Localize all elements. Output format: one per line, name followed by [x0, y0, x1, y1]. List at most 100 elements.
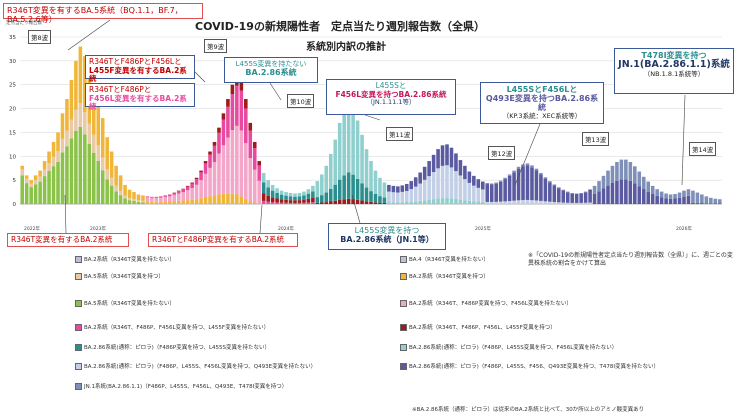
bar-segment	[476, 187, 481, 202]
bar-segment	[56, 151, 60, 162]
bar-segment	[355, 178, 360, 200]
bar-stack	[467, 171, 472, 204]
bar-segment	[637, 186, 642, 204]
bar-segment	[230, 130, 235, 194]
bar-segment	[324, 192, 329, 203]
bar-stack	[364, 149, 369, 204]
bar-segment	[42, 169, 47, 177]
bar-segment	[324, 202, 329, 204]
bar-segment	[203, 173, 208, 198]
bar-segment	[583, 202, 588, 204]
bar-segment	[208, 151, 212, 155]
bar-segment	[24, 178, 29, 184]
legend-label: BA.5系統（R346T変異を持たない）	[84, 301, 175, 307]
bar-segment	[105, 137, 109, 170]
bar-stack	[646, 181, 651, 204]
bar-segment	[633, 183, 637, 204]
bar-stack	[673, 193, 677, 204]
bar-segment	[422, 179, 427, 201]
callout-pointer	[67, 19, 111, 51]
bar-stack	[561, 189, 566, 204]
bar-segment	[400, 185, 405, 192]
bar-stack	[284, 192, 288, 204]
bar-segment	[422, 200, 427, 204]
bar-segment	[163, 196, 168, 202]
bar-segment	[507, 201, 512, 204]
bar-segment	[387, 191, 391, 203]
bar-segment	[337, 179, 342, 200]
bar-stack	[60, 113, 65, 204]
y-tick-label: 0	[13, 202, 17, 208]
bar-segment	[440, 145, 445, 166]
bar-segment	[539, 174, 543, 201]
bar-segment	[230, 193, 235, 204]
bar-segment	[503, 201, 507, 204]
bar-segment	[463, 165, 467, 180]
bar-segment	[185, 185, 190, 187]
bar-stack	[324, 165, 329, 204]
bar-segment	[337, 122, 342, 180]
bar-segment	[172, 194, 177, 202]
bar-segment	[284, 199, 288, 203]
bar-segment	[346, 198, 351, 204]
bar-segment	[24, 175, 29, 179]
bar-segment	[713, 203, 718, 204]
bar-segment	[47, 163, 51, 171]
bar-stack	[543, 177, 548, 204]
bar-segment	[176, 193, 181, 201]
bar-stack	[516, 166, 521, 204]
bar-segment	[199, 198, 203, 204]
bar-segment	[266, 180, 270, 188]
legend-swatch	[75, 344, 82, 351]
bar-segment	[74, 130, 78, 204]
bar-segment	[87, 123, 92, 144]
bar-segment	[69, 79, 74, 120]
bar-segment	[252, 202, 257, 204]
bar-segment	[548, 182, 552, 202]
bar-segment	[226, 137, 230, 194]
bar-stack	[150, 196, 154, 204]
bar-segment	[96, 160, 101, 204]
bar-stack	[306, 189, 311, 204]
bar-segment	[293, 200, 297, 203]
bar-segment	[454, 198, 458, 204]
callout-pointer	[514, 123, 541, 186]
bar-stack	[606, 170, 610, 204]
bar-segment	[257, 180, 262, 204]
bar-segment	[127, 197, 132, 201]
bar-segment	[203, 197, 208, 204]
legend-label: BA.4（R346T変異を持たない）	[409, 257, 489, 263]
callout-ba2-f456l: R346TとF486Pと F456L変異を有するBA.2系統	[85, 83, 195, 111]
callout-ba286-q493e: L455SとF456Lと Q493E変異を持つBA.2.86系統 （KP.3系統…	[480, 82, 604, 124]
callout-ba286-no-l455s: L455S変異を持たない BA.2.86系統	[224, 57, 318, 83]
bar-segment	[248, 122, 253, 131]
bar-segment	[436, 198, 440, 204]
bar-segment	[449, 198, 454, 204]
bar-segment	[132, 201, 136, 204]
bar-stack	[713, 198, 718, 204]
bar-segment	[266, 201, 270, 204]
bar-stack	[565, 191, 570, 204]
bar-segment	[668, 194, 673, 199]
bar-stack	[56, 132, 60, 204]
bar-segment	[56, 161, 60, 204]
bar-segment	[42, 161, 47, 170]
bar-segment	[29, 187, 33, 204]
bar-segment	[320, 195, 324, 203]
bar-stack	[485, 183, 490, 204]
bar-segment	[217, 127, 221, 133]
bar-stack	[114, 165, 118, 204]
bar-stack	[400, 185, 405, 204]
bar-stack	[597, 181, 601, 204]
bar-segment	[87, 143, 92, 204]
chart-subtitle: 系統別内訳の推計	[306, 42, 386, 53]
callout-jn1-t478i: T478I変異を持つ JN.1(BA.2.86.1.1)系統 （NB.1.8.1…	[614, 48, 734, 94]
bar-segment	[655, 195, 659, 204]
bar-segment	[673, 193, 677, 199]
bar-segment	[512, 172, 516, 201]
bar-stack	[279, 190, 284, 204]
bar-segment	[239, 130, 244, 197]
bar-segment	[230, 94, 235, 131]
bar-segment	[717, 199, 722, 204]
bar-segment	[387, 184, 391, 192]
